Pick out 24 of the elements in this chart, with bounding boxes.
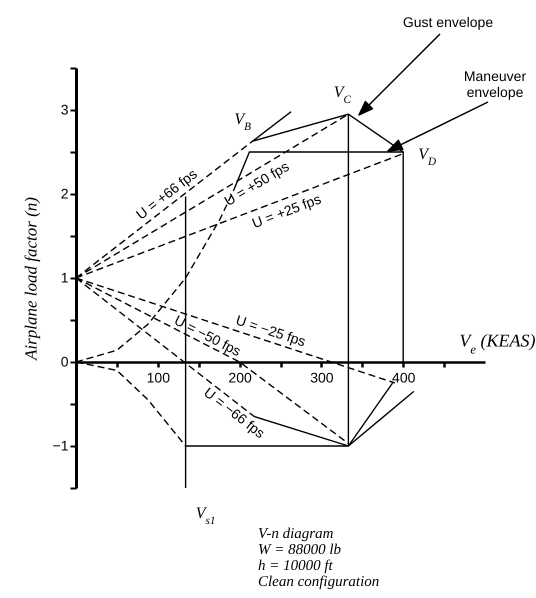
y-tick-label: 1 [60,270,69,286]
x-tick-label: 400 [392,370,416,386]
text: W = 88000 lb [258,542,342,558]
text: Clean configuration [258,574,380,590]
y-tick-label: 2 [60,186,69,202]
x-tick-label: 300 [310,370,334,386]
annotation: V$_{s1}$ [196,505,216,527]
text: U = +66 fps [132,166,200,222]
y-axis-title: Airplane load factor (n) [22,196,41,361]
y-tick-label: 0 [60,354,69,370]
y-tick-label: −1 [52,438,69,454]
annotation: V$_{B}$ [234,111,252,134]
text: h = 10000 ft [258,558,334,574]
text: Gust envelope [402,14,494,30]
annotation: V$_{D}$ [418,146,436,168]
y-tick-label: 3 [60,102,69,118]
annotation: V$_{C}$ [334,84,352,106]
x-tick-label: 100 [146,370,170,386]
text: U = −66 fps [201,384,268,442]
annotation: Maneuver envelope [462,68,528,100]
text: U = +25 fps [250,190,324,232]
text: V-n diagram [258,526,334,542]
x-tick-label: 200 [228,370,252,386]
x-axis-title: V$_{e}$ (KEAS) [459,330,536,356]
